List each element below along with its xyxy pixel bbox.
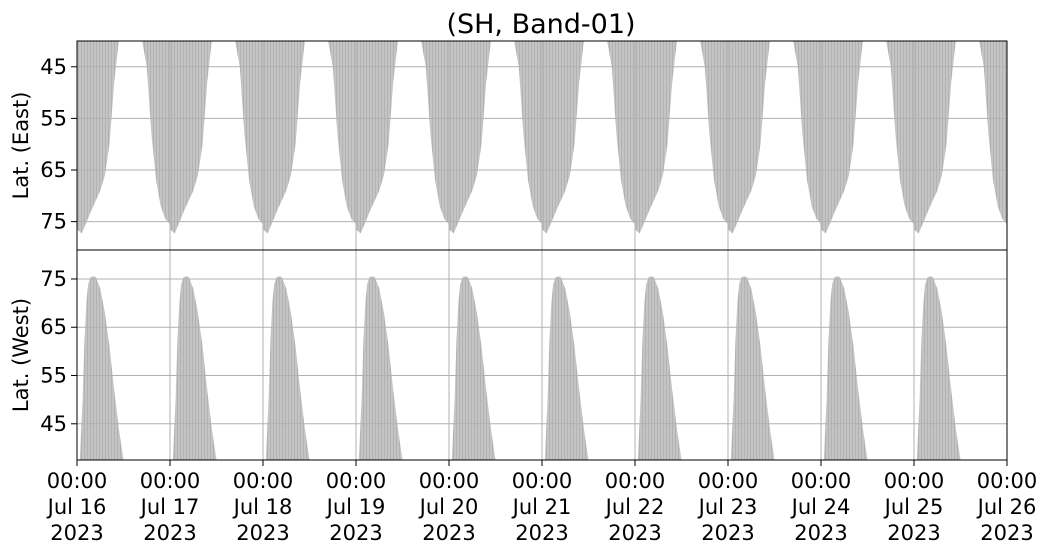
xtick-date-3: Jul 19	[325, 495, 386, 519]
xtick-year-10: 2023	[980, 521, 1033, 545]
east-coverage-day-10	[914, 41, 1007, 234]
west-coverage-day-2	[170, 276, 263, 460]
xtick-time-8: 00:00	[791, 469, 852, 493]
xtick-date-6: Jul 22	[604, 495, 665, 519]
west-coverage-day-4	[356, 276, 449, 460]
xtick-year-9: 2023	[887, 521, 940, 545]
east-ytick-label-55: 55	[40, 106, 67, 130]
xtick-year-5: 2023	[515, 521, 568, 545]
xtick-year-4: 2023	[422, 521, 475, 545]
east-coverage-day-5	[449, 41, 542, 234]
west-coverage-day-5	[449, 276, 542, 460]
west-panel: 45 55 65 75 Lat. (West)	[9, 249, 1008, 461]
west-ytick-label-65: 65	[40, 315, 67, 339]
xtick-time-5: 00:00	[512, 469, 573, 493]
west-coverage-day-9	[821, 276, 914, 460]
xtick-time-10: 00:00	[977, 469, 1038, 493]
east-coverage-day-6	[542, 41, 635, 234]
xtick-time-0: 00:00	[47, 469, 108, 493]
xtick-date-1: Jul 17	[139, 495, 200, 519]
east-ytick-label-75: 75	[40, 210, 67, 234]
west-ylabel: Lat. (West)	[9, 298, 33, 412]
xtick-year-8: 2023	[794, 521, 847, 545]
west-coverage-day-8	[728, 276, 821, 460]
west-coverage-day-10	[914, 276, 1007, 460]
xtick-date-2: Jul 18	[232, 495, 293, 519]
west-ytick-label-55: 55	[40, 364, 67, 388]
west-coverage-day-6	[542, 276, 635, 460]
chart-title: (SH, Band-01)	[446, 9, 635, 40]
xtick-date-4: Jul 20	[418, 495, 479, 519]
xtick-year-7: 2023	[701, 521, 754, 545]
west-coverage-day-3	[263, 276, 356, 460]
xtick-time-7: 00:00	[698, 469, 759, 493]
xtick-date-8: Jul 24	[790, 495, 851, 519]
east-ytick-label-65: 65	[40, 158, 67, 182]
xtick-time-9: 00:00	[884, 469, 945, 493]
east-ytick-label-45: 45	[40, 55, 67, 79]
xtick-date-0: Jul 16	[46, 495, 107, 519]
east-coverage	[77, 41, 1007, 234]
xtick-time-1: 00:00	[140, 469, 201, 493]
xtick-time-2: 00:00	[233, 469, 294, 493]
xtick-year-6: 2023	[608, 521, 661, 545]
xtick-date-9: Jul 25	[883, 495, 944, 519]
east-coverage-day-7	[635, 41, 728, 234]
east-coverage-day-8	[728, 41, 821, 234]
west-coverage-day-1	[77, 276, 170, 460]
xtick-time-3: 00:00	[326, 469, 387, 493]
xtick-year-2: 2023	[236, 521, 289, 545]
east-panel: 45 55 65 75 Lat. (East)	[9, 40, 1008, 251]
xtick-year-3: 2023	[329, 521, 382, 545]
east-coverage-day-3	[263, 41, 356, 234]
xtick-date-5: Jul 21	[511, 495, 572, 519]
east-coverage-day-1	[77, 41, 170, 234]
west-coverage	[77, 276, 1007, 460]
xtick-year-0: 2023	[50, 521, 103, 545]
west-ytick-label-75: 75	[40, 267, 67, 291]
east-coverage-day-4	[356, 41, 449, 234]
west-coverage-day-7	[635, 276, 728, 460]
east-coverage-day-2	[170, 41, 263, 234]
xtick-time-6: 00:00	[605, 469, 666, 493]
west-ytick-label-45: 45	[40, 412, 67, 436]
xtick-date-10: Jul 26	[976, 495, 1037, 519]
xtick-time-4: 00:00	[419, 469, 480, 493]
east-coverage-day-9	[821, 41, 914, 234]
xtick-year-1: 2023	[143, 521, 196, 545]
east-ylabel: Lat. (East)	[9, 92, 33, 200]
xtick-date-7: Jul 23	[697, 495, 758, 519]
